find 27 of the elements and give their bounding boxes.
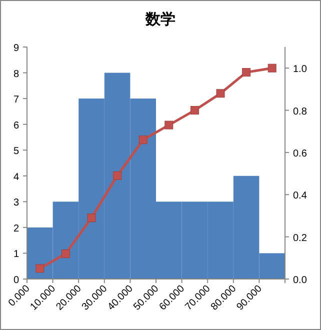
y2-tick-label: 1.0 [293, 64, 308, 76]
y-tick-label: 3 [13, 198, 20, 209]
y-tick-label: 1 [13, 249, 20, 260]
y-tick-label: 4 [13, 172, 20, 183]
point [138, 136, 148, 144]
y-tick-label: 6 [13, 120, 20, 132]
chart-title: 数学 [144, 11, 176, 28]
y-tick-label: 0 [13, 275, 20, 286]
point [268, 64, 276, 72]
y2-tick-label: 0.6 [293, 148, 308, 160]
point [242, 68, 251, 77]
y2-tick-label: 0.0 [293, 275, 308, 286]
y-tick-label: 9 [13, 43, 20, 54]
y-tick-label: 2 [13, 223, 20, 234]
y-tick-label: 5 [13, 146, 20, 158]
point [36, 264, 44, 273]
point [164, 120, 174, 130]
y-tick-label: 8 [13, 68, 20, 80]
y2-tick-label: 0.2 [293, 232, 308, 244]
point [61, 249, 70, 258]
y2-tick-label: 0.8 [293, 106, 308, 118]
y-tick-label: 7 [13, 94, 20, 106]
y2-tick-label: 0.4 [293, 190, 308, 202]
point [190, 106, 199, 115]
point [87, 214, 96, 222]
point [216, 89, 225, 98]
point [113, 171, 122, 180]
